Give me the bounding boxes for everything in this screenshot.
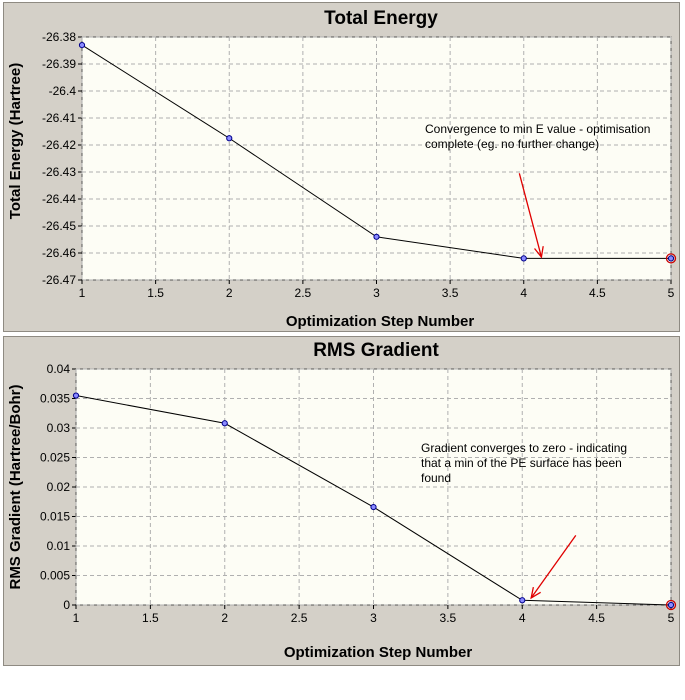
chart-title: RMS Gradient [313, 340, 439, 361]
y-tick-label: 0.02 [47, 480, 71, 494]
grid-lines [72, 368, 672, 609]
y-tick-label: 0.025 [40, 451, 70, 465]
data-point [226, 135, 233, 142]
x-tick-label: 2 [221, 611, 228, 625]
annotation: Gradient converges to zero - indicating … [421, 441, 627, 600]
y-tick-label: -26.41 [42, 111, 76, 125]
data-point [519, 597, 526, 604]
y-tick-label: 0.04 [47, 362, 71, 376]
y-axis-label: RMS Gradient (Hartree/Bohr) [7, 384, 24, 589]
x-tick-label: 4.5 [588, 611, 605, 625]
y-tick-label: -26.47 [42, 273, 76, 287]
annotation-line-2: that a min of the PE surface has been [421, 456, 622, 470]
x-tick-label: 2.5 [295, 286, 312, 300]
y-tick-label: -26.45 [42, 219, 76, 233]
x-tick-label: 2.5 [291, 611, 308, 625]
x-tick-label: 1.5 [147, 286, 164, 300]
data-series [78, 42, 677, 264]
x-tick-label: 1 [73, 611, 80, 625]
rms-gradient-panel: RMS Gradient 0 0.005 0.01 0.015 0.02 0.025 0.0… [3, 336, 680, 666]
y-tick-label: 0 [63, 598, 70, 612]
y-tick-label: -26.43 [42, 165, 76, 179]
annotation-arrow [530, 535, 577, 599]
annotation-line-3: found [421, 471, 451, 485]
y-tick-label: -26.42 [42, 138, 76, 152]
x-tick-label: 3 [370, 611, 377, 625]
y-tick-label: -26.46 [42, 246, 76, 260]
data-point [667, 255, 675, 262]
chart-title: Total Energy [324, 8, 438, 29]
data-point [78, 42, 86, 49]
x-tick-label: 5 [668, 286, 675, 300]
x-tick-label: 3.5 [440, 611, 457, 625]
x-tick-label: 3 [373, 286, 380, 300]
y-tick-label: 0.035 [40, 392, 70, 406]
data-point [221, 420, 228, 427]
total-energy-chart: Total Energy -26.38-26.39-26.4-26.41-26.… [7, 8, 677, 330]
data-series [72, 392, 677, 611]
y-tick-label: 0.03 [47, 421, 71, 435]
annotation-line-1: Convergence to min E value - optimisatio… [425, 122, 650, 136]
x-tick-label: 5 [668, 611, 675, 625]
data-point [667, 601, 675, 609]
y-tick-label: 0.01 [47, 539, 71, 553]
y-tick-label: -26.44 [42, 192, 76, 206]
x-tick-label: 3.5 [442, 286, 459, 300]
annotation-arrowhead [534, 246, 544, 259]
annotation: Convergence to min E value - optimisatio… [425, 122, 650, 259]
x-tick-label: 4 [520, 286, 527, 300]
annotation-arrow [518, 173, 543, 258]
highlight-ring [665, 253, 677, 264]
y-tick-label: 0.005 [40, 569, 70, 583]
annotation-arrowhead [530, 587, 541, 600]
annotation-line-1: Gradient converges to zero - indicating [421, 441, 627, 455]
rms-gradient-chart: RMS Gradient 0 0.005 0.01 0.015 0.02 0.025 0.0… [7, 340, 677, 661]
y-tick-labels: 0 0.005 0.01 0.015 0.02 0.025 0.03 0.035 0.04 [40, 362, 70, 612]
x-tick-label: 4.5 [589, 286, 606, 300]
x-tick-labels: 1 1.5 2 2.5 3 3.5 4 4.5 5 [73, 611, 675, 625]
y-tick-label: -26.38 [42, 30, 76, 44]
y-tick-label: -26.4 [49, 84, 77, 98]
x-tick-label: 2 [226, 286, 233, 300]
x-axis-label: Optimization Step Number [284, 644, 473, 661]
x-tick-label: 1 [79, 286, 86, 300]
x-tick-labels: 1 1.5 2 2.5 3 3.5 4 4.5 5 [79, 286, 675, 300]
data-point [373, 233, 380, 240]
x-tick-label: 4 [519, 611, 526, 625]
data-point [370, 503, 377, 511]
data-point [520, 255, 527, 262]
grid-lines [78, 36, 672, 284]
x-axis-label: Optimization Step Number [286, 313, 475, 330]
data-point [72, 392, 80, 399]
y-tick-label: 0.015 [40, 510, 70, 524]
y-tick-label: -26.39 [42, 57, 76, 71]
total-energy-panel: Total Energy -26.38 -26.39 -26.4 -26.41 -26.… [3, 2, 680, 332]
annotation-line-2: complete (eg. no further change) [425, 137, 599, 151]
y-axis-label: Total Energy (Hartree) [7, 63, 24, 219]
highlight-ring [665, 599, 677, 611]
y-tick-labels: -26.38 -26.39 -26.4 -26.41 -26.42 -26.43 -26.4… [42, 30, 76, 287]
x-tick-label: 1.5 [142, 611, 159, 625]
